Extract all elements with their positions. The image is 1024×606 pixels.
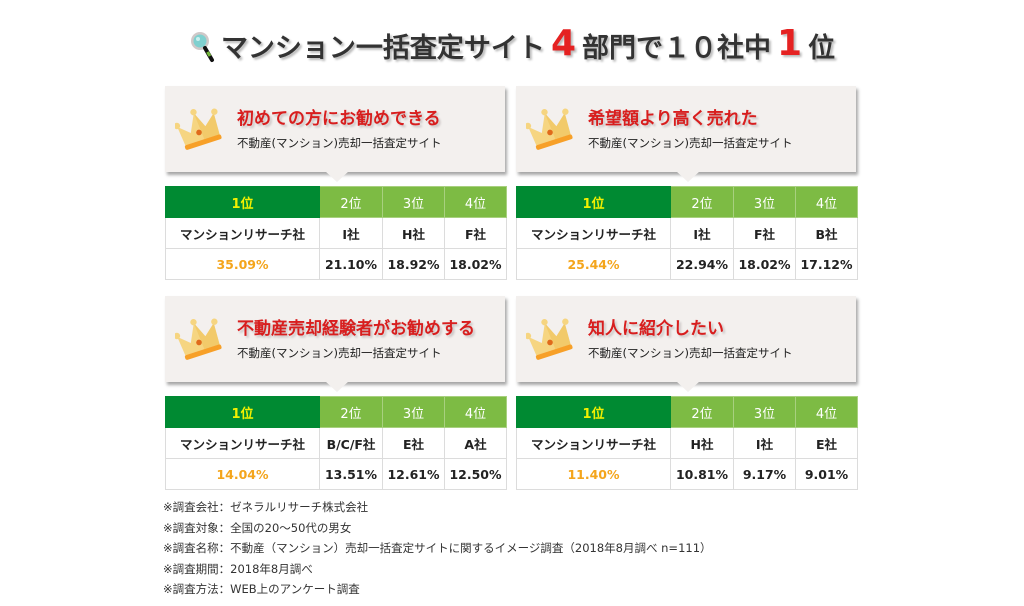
company-name-3: I社 [733,427,796,459]
company-name-2: I社 [319,217,383,249]
ranking-table: 1位 2位 3位 4位 マンションリサーチ社 I社 F社 B社 25.44% 2… [516,186,858,280]
percent-2: 13.51% [319,458,383,490]
percent-1: 14.04% [165,458,320,490]
rank-header-2: 2位 [670,396,734,428]
rank-header-3: 3位 [382,396,445,428]
percent-1: 35.09% [165,248,320,280]
survey-notes: ※調査会社：ゼネラルリサーチ株式会社 ※調査対象：全国の20～50代の男女 ※調… [163,497,712,600]
rank-header-2: 2位 [319,186,383,218]
rank-header-3: 3位 [382,186,445,218]
rank-header-row: 1位 2位 3位 4位 [165,186,507,218]
percent-3: 12.61% [382,458,445,490]
category-bubble: 希望額より高く売れた 不動産(マンション)売却一括査定サイト [516,86,856,182]
ranking-table: 1位 2位 3位 4位 マンションリサーチ社 I社 H社 F社 35.09% 2… [165,186,507,280]
title-text-2: 部門で１０社中 [582,32,771,64]
company-name-1: マンションリサーチ社 [516,217,671,249]
rank-header-2: 2位 [319,396,383,428]
category-subtitle: 不動産(マンション)売却一括査定サイト [237,346,442,360]
company-name-1: マンションリサーチ社 [516,427,671,459]
note-survey-company: ※調査会社：ゼネラルリサーチ株式会社 [163,500,369,514]
company-name-3: H社 [382,217,445,249]
crown-icon [526,318,573,360]
percent-row: 14.04% 13.51% 12.61% 12.50% [165,458,507,490]
company-name-4: F社 [444,217,507,249]
page-title: マンション一括査定サイト 4 部門で１０社中 1 位 [0,20,1024,70]
company-name-3: F社 [733,217,796,249]
company-name-2: I社 [670,217,734,249]
ranking-table: 1位 2位 3位 4位 マンションリサーチ社 B/C/F社 E社 A社 14.0… [165,396,507,490]
category-bubble: 初めての方にお勧めできる 不動産(マンション)売却一括査定サイト [165,86,505,182]
percent-row: 25.44% 22.94% 18.02% 17.12% [516,248,858,280]
company-row: マンションリサーチ社 B/C/F社 E社 A社 [165,427,507,459]
company-row: マンションリサーチ社 I社 F社 B社 [516,217,858,249]
crown-icon [526,108,573,150]
percent-4: 18.02% [444,248,507,280]
note-survey-target: ※調査対象：全国の20～50代の男女 [163,520,352,535]
note-survey-name: ※調査名称：不動産（マンション）売却一括査定サイトに関するイメージ調査（2018… [163,541,712,555]
category-bubble: 知人に紹介したい 不動産(マンション)売却一括査定サイト [516,296,856,392]
percent-3: 18.92% [382,248,445,280]
company-name-2: B/C/F社 [319,427,383,459]
percent-3: 18.02% [733,248,796,280]
rank-header-4: 4位 [444,396,507,428]
percent-2: 22.94% [670,248,734,280]
company-name-1: マンションリサーチ社 [165,217,320,249]
rank-header-1: 1位 [165,396,320,428]
category-title: 希望額より高く売れた [588,109,758,129]
percent-4: 9.01% [795,458,858,490]
rank-header-row: 1位 2位 3位 4位 [165,396,507,428]
rank-header-3: 3位 [733,186,796,218]
note-survey-period: ※調査期間：2018年8月調べ [163,561,313,576]
company-name-4: A社 [444,427,507,459]
company-name-1: マンションリサーチ社 [165,427,320,459]
crown-icon [175,318,222,360]
rank-header-1: 1位 [165,186,320,218]
company-name-4: E社 [795,427,858,459]
percent-1: 11.40% [516,458,671,490]
category-subtitle: 不動産(マンション)売却一括査定サイト [237,136,442,150]
percent-row: 35.09% 21.10% 18.92% 18.02% [165,248,507,280]
company-name-3: E社 [382,427,445,459]
rank-header-4: 4位 [795,396,858,428]
percent-4: 17.12% [795,248,858,280]
rank-header-4: 4位 [444,186,507,218]
title-number-4: 4 [550,22,576,64]
category-title: 初めての方にお勧めできる [237,109,441,129]
percent-2: 21.10% [319,248,383,280]
rank-header-1: 1位 [516,186,671,218]
magnifier-icon [190,32,214,62]
rank-header-3: 3位 [733,396,796,428]
company-name-2: H社 [670,427,734,459]
ranking-table: 1位 2位 3位 4位 マンションリサーチ社 H社 I社 E社 11.40% 1… [516,396,858,490]
rank-header-4: 4位 [795,186,858,218]
category-title: 知人に紹介したい [588,319,724,339]
percent-4: 12.50% [444,458,507,490]
crown-icon [175,108,222,150]
category-subtitle: 不動産(マンション)売却一括査定サイト [588,346,793,360]
percent-row: 11.40% 10.81% 9.17% 9.01% [516,458,858,490]
percent-3: 9.17% [733,458,796,490]
rank-header-1: 1位 [516,396,671,428]
category-bubble: 不動産売却経験者がお勧めする 不動産(マンション)売却一括査定サイト [165,296,505,392]
rank-header-2: 2位 [670,186,734,218]
title-text-3: 位 [808,32,836,64]
company-row: マンションリサーチ社 I社 H社 F社 [165,217,507,249]
company-row: マンションリサーチ社 H社 I社 E社 [516,427,858,459]
title-text-1: マンション一括査定サイト [220,32,545,64]
percent-1: 25.44% [516,248,671,280]
percent-2: 10.81% [670,458,734,490]
note-survey-method: ※調査方法：WEB上のアンケート調査 [163,582,360,596]
company-name-4: B社 [795,217,858,249]
category-title: 不動産売却経験者がお勧めする [237,319,475,339]
rank-header-row: 1位 2位 3位 4位 [516,186,858,218]
rank-header-row: 1位 2位 3位 4位 [516,396,858,428]
title-number-1: 1 [777,22,803,64]
category-subtitle: 不動産(マンション)売却一括査定サイト [588,136,793,150]
